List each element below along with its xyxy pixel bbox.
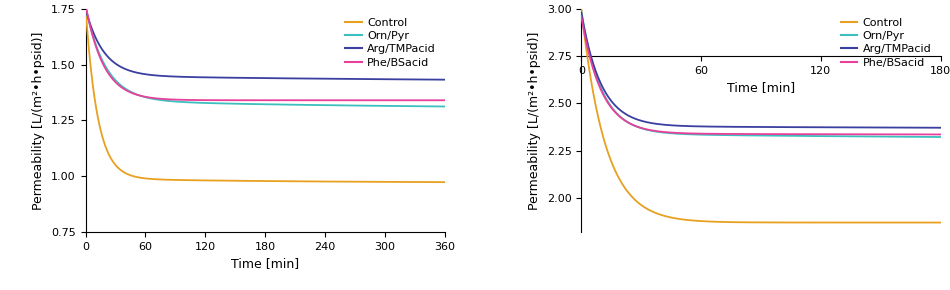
Control [172, 178, 183, 182]
Line: Arg/TMPacid: Arg/TMPacid [86, 9, 445, 80]
Legend: Control, Orn/Pyr, Arg/TMPacid, Phe/BSacid: Control, Orn/Pyr, Arg/TMPacid, Phe/BSaci… [342, 14, 439, 71]
Control [935, 221, 946, 224]
Control [639, 206, 651, 209]
Arg/TMPacid [351, 77, 362, 81]
X-axis label: Time [min]: Time [min] [727, 81, 795, 94]
Arg/TMPacid [576, 11, 587, 14]
Orn/Pyr [788, 134, 799, 137]
Phe/BSacid [788, 133, 799, 136]
Y-axis label: Permeability [L/(m²•h•psid)]: Permeability [L/(m²•h•psid)] [528, 31, 542, 210]
Phe/BSacid [172, 98, 183, 102]
Arg/TMPacid [80, 7, 91, 10]
Phe/BSacid [143, 96, 155, 99]
Control [320, 180, 332, 183]
Control [788, 221, 799, 224]
Orn/Pyr [846, 135, 858, 138]
Orn/Pyr [80, 5, 91, 8]
Orn/Pyr [172, 100, 183, 104]
Control [668, 216, 679, 220]
Phe/BSacid [292, 99, 303, 102]
Phe/BSacid [935, 133, 946, 136]
Arg/TMPacid [242, 76, 254, 80]
Line: Orn/Pyr: Orn/Pyr [86, 6, 445, 106]
Control [846, 221, 858, 224]
Control [242, 179, 254, 183]
Phe/BSacid [738, 132, 750, 136]
Line: Phe/BSacid: Phe/BSacid [581, 16, 940, 135]
Phe/BSacid [439, 99, 450, 102]
Arg/TMPacid [846, 126, 858, 129]
Orn/Pyr [320, 104, 332, 107]
Arg/TMPacid [439, 78, 450, 81]
Orn/Pyr [935, 135, 946, 139]
Phe/BSacid [320, 99, 332, 102]
Orn/Pyr [668, 132, 679, 135]
Control [143, 177, 155, 180]
Control [80, 5, 91, 8]
Control [439, 180, 450, 184]
Orn/Pyr [242, 102, 254, 106]
Phe/BSacid [846, 133, 858, 136]
Legend: Control, Orn/Pyr, Arg/TMPacid, Phe/BSacid: Control, Orn/Pyr, Arg/TMPacid, Phe/BSaci… [837, 14, 935, 71]
Orn/Pyr [143, 96, 155, 100]
Orn/Pyr [815, 134, 826, 138]
Arg/TMPacid [668, 124, 679, 127]
Arg/TMPacid [292, 77, 303, 80]
Arg/TMPacid [788, 125, 799, 129]
Arg/TMPacid [815, 126, 826, 129]
Orn/Pyr [292, 103, 303, 106]
Control [292, 180, 303, 183]
Line: Arg/TMPacid: Arg/TMPacid [581, 12, 940, 128]
Arg/TMPacid [143, 73, 155, 77]
Arg/TMPacid [935, 126, 946, 129]
Orn/Pyr [576, 9, 587, 12]
Phe/BSacid [576, 14, 587, 18]
Phe/BSacid [668, 131, 679, 135]
Line: Control: Control [86, 6, 445, 182]
Y-axis label: Permeability [L/(m²•h•psid)]: Permeability [L/(m²•h•psid)] [32, 31, 46, 210]
Control [738, 221, 750, 224]
Phe/BSacid [242, 99, 254, 102]
Line: Phe/BSacid: Phe/BSacid [86, 4, 445, 100]
X-axis label: Time [min]: Time [min] [231, 257, 299, 270]
Control [576, 7, 587, 10]
Orn/Pyr [351, 104, 362, 107]
Arg/TMPacid [738, 125, 750, 129]
Orn/Pyr [639, 128, 651, 131]
Orn/Pyr [738, 134, 750, 137]
Arg/TMPacid [172, 75, 183, 78]
Phe/BSacid [351, 99, 362, 102]
Phe/BSacid [80, 3, 91, 6]
Control [815, 221, 826, 224]
Control [351, 180, 362, 184]
Phe/BSacid [639, 127, 651, 131]
Arg/TMPacid [320, 77, 332, 80]
Line: Orn/Pyr: Orn/Pyr [581, 11, 940, 137]
Line: Control: Control [581, 9, 940, 222]
Orn/Pyr [439, 105, 450, 108]
Arg/TMPacid [639, 120, 651, 124]
Phe/BSacid [815, 133, 826, 136]
